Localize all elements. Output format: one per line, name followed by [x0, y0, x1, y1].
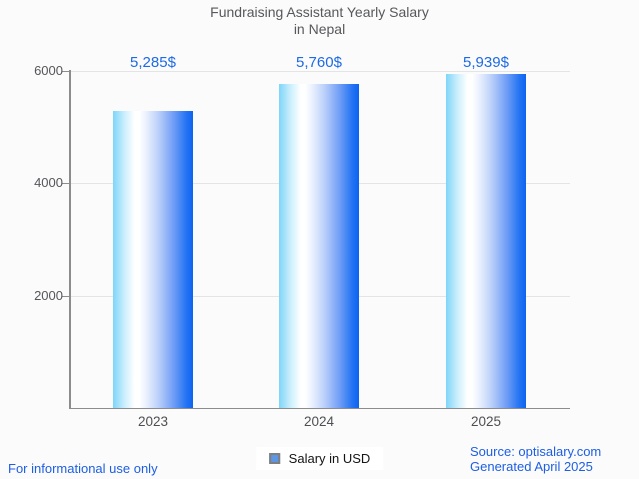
y-tick-mark-2000	[62, 295, 69, 297]
value-label-2024: 5,760$	[296, 54, 342, 71]
gridline-6000	[69, 70, 570, 72]
value-label-2025: 5,939$	[463, 54, 509, 71]
bar-2024	[279, 84, 359, 408]
value-label-2023: 5,285$	[130, 54, 176, 71]
legend: Salary in USD	[255, 447, 384, 470]
bar-2025	[446, 73, 526, 408]
y-tick-label-2000: 2000	[34, 287, 63, 303]
chart-title-line1: Fundraising Assistant Yearly Salary	[210, 4, 429, 20]
bar-2023	[113, 110, 193, 408]
legend-swatch-icon	[268, 453, 280, 464]
disclaimer-text: For informational use only	[8, 461, 158, 476]
x-axis-line	[69, 407, 570, 409]
y-tick-mark-4000	[62, 183, 69, 184]
y-axis-line	[69, 70, 71, 408]
legend-label: Salary in USD	[288, 451, 371, 466]
y-tick-label-4000: 4000	[34, 175, 63, 190]
chart-title: Fundraising Assistant Yearly Salary in N…	[0, 4, 639, 37]
y-tick-label-6000: 6000	[34, 62, 63, 78]
chart-title-line2: in Nepal	[293, 20, 346, 37]
source-text: Source: optisalary.com	[470, 444, 602, 459]
source-info: Source: optisalary.com Generated April 2…	[470, 444, 601, 474]
y-tick-mark-6000	[62, 70, 69, 72]
generated-text: Generated April 2025	[470, 459, 593, 474]
x-tick-label-2025: 2025	[470, 414, 502, 429]
x-tick-label-2023: 2023	[137, 414, 169, 429]
x-tick-label-2024: 2024	[303, 414, 335, 429]
